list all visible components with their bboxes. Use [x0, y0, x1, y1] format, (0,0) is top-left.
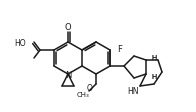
Text: O: O: [87, 84, 93, 93]
Text: CH₃: CH₃: [77, 91, 89, 97]
Text: H: H: [151, 73, 156, 79]
Text: H: H: [151, 55, 156, 60]
Text: H: H: [151, 55, 156, 60]
Text: O: O: [65, 23, 71, 32]
Text: H: H: [151, 73, 156, 79]
Text: N: N: [65, 70, 71, 79]
Text: HN: HN: [127, 87, 139, 96]
Text: F: F: [117, 45, 122, 54]
Text: HO: HO: [14, 38, 26, 47]
